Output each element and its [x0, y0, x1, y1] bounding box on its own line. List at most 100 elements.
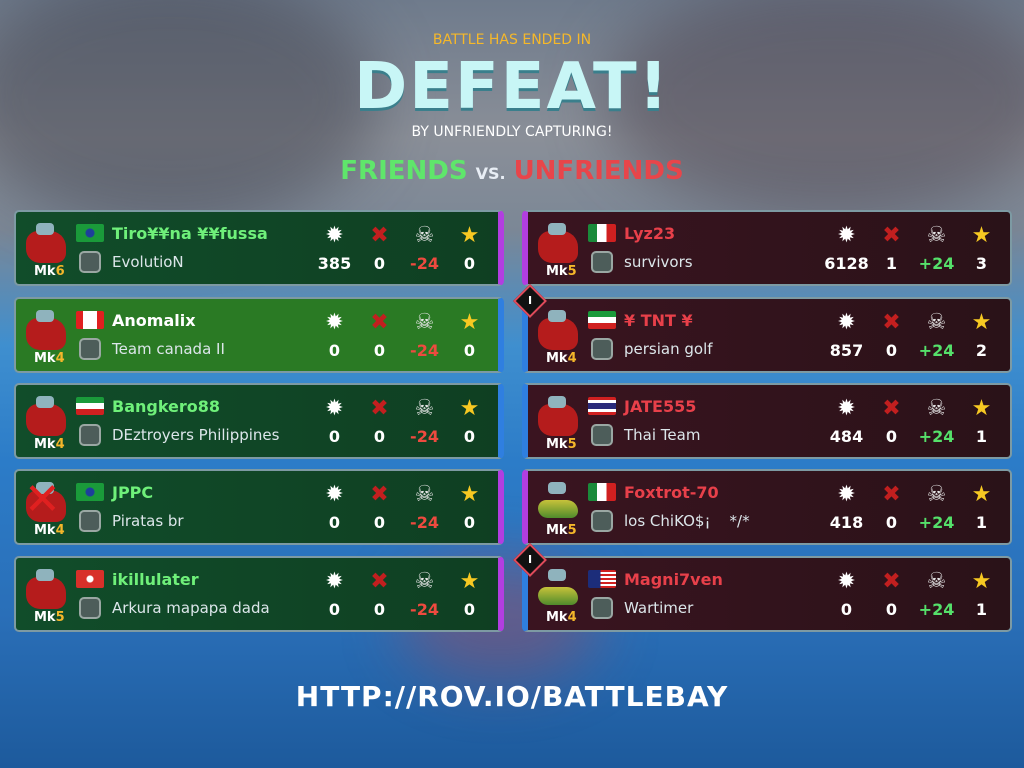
trophies-value: +24: [918, 340, 955, 360]
trophies-value: -24: [410, 599, 439, 619]
malaysia-flag-icon: [588, 570, 616, 588]
ship-turret-icon: [548, 223, 566, 235]
player-name[interactable]: ikillulater: [112, 569, 199, 589]
clan-name[interactable]: Arkura mapapa dada: [112, 598, 270, 617]
damage-value: 0: [328, 512, 341, 532]
hong-kong-flag-icon: [76, 570, 104, 588]
player-row[interactable]: ✕ Mk4 JPPC Piratas br ✹ ✖ ☠ ★ 0 0 -24 0: [14, 469, 504, 545]
stars-value: 1: [975, 426, 988, 446]
player-name[interactable]: Magni7ven: [624, 569, 723, 589]
trophies-value: -24: [410, 426, 439, 446]
player-name[interactable]: JPPC: [112, 482, 154, 502]
clan-name[interactable]: Team canada II: [112, 339, 225, 358]
player-name[interactable]: ¥ TNT ¥: [624, 310, 693, 330]
ship-hull-icon: [26, 490, 66, 522]
player-name[interactable]: JATE555: [624, 396, 697, 416]
trophies-value: +24: [918, 599, 955, 619]
damage-value: 0: [328, 599, 341, 619]
clan-name[interactable]: Wartimer: [624, 598, 694, 617]
clan-name[interactable]: persian golf: [624, 339, 713, 358]
player-row[interactable]: I Mk4 Magni7ven Wartimer ✹ ✖ ☠ ★ 0 0 +24…: [513, 543, 1012, 632]
ship-hull-icon: [26, 231, 66, 263]
player-name[interactable]: Tiro¥¥na ¥¥fussa: [112, 223, 268, 243]
sunk-ship-icon: ✖: [882, 481, 901, 507]
mk-number: 5: [567, 437, 577, 452]
sunk-ship-icon: ✖: [370, 222, 389, 248]
clan-emblem-icon: [79, 596, 101, 619]
mk-prefix: Mk: [34, 437, 56, 452]
mk-prefix: Mk: [34, 264, 56, 279]
player-name[interactable]: Bangkero88: [112, 396, 221, 416]
skull-crossbones-icon: ☠: [926, 309, 947, 335]
sunk-ship-icon: ✖: [882, 222, 901, 248]
clan-name[interactable]: EvolutioN: [112, 252, 184, 271]
mk-prefix: Mk: [546, 264, 568, 279]
star-icon: ★: [459, 222, 480, 248]
player-row[interactable]: I Mk4 ¥ TNT ¥ persian golf ✹ ✖ ☠ ★ 857 0…: [513, 284, 1012, 373]
iran-flag-icon: [588, 311, 616, 329]
stars-value: 3: [975, 253, 988, 273]
ship-avatar: Mk6: [16, 213, 76, 283]
ship-turret-icon: [36, 396, 54, 408]
ship-level: Mk4: [34, 437, 65, 452]
player-name[interactable]: Anomalix: [112, 310, 196, 330]
star-icon: ★: [459, 309, 480, 335]
mk-prefix: Mk: [34, 523, 56, 538]
result-title: DEFEAT!: [354, 50, 670, 124]
clan-name[interactable]: los ChiKO$¡ */*: [624, 511, 750, 530]
player-name[interactable]: Lyz23: [624, 223, 676, 243]
clan-name[interactable]: DEztroyers Philippines: [112, 425, 280, 444]
ship-hull-icon: [538, 500, 578, 518]
damage-value: 0: [328, 340, 341, 360]
sunk-value: 0: [373, 599, 386, 619]
background-blur: [604, 0, 1024, 220]
explosion-icon: ✹: [837, 309, 856, 335]
skull-crossbones-icon: ☠: [926, 395, 947, 421]
clan-name[interactable]: survivors: [624, 252, 693, 271]
stars-value: 0: [463, 253, 476, 273]
star-icon: ★: [459, 568, 480, 594]
explosion-icon: ✹: [837, 481, 856, 507]
star-icon: ★: [459, 481, 480, 507]
stars-value: 0: [463, 426, 476, 446]
player-row[interactable]: Mk5 Foxtrot-70 los ChiKO$¡ */* ✹ ✖ ☠ ★ 4…: [522, 469, 1012, 545]
trophies-value: -24: [410, 512, 439, 532]
damage-value: 0: [328, 426, 341, 446]
ship-avatar: Mk4: [528, 559, 588, 629]
sunk-value: 0: [885, 426, 898, 446]
player-row[interactable]: Mk5 JATE555 Thai Team ✹ ✖ ☠ ★ 484 0 +24 …: [522, 383, 1012, 459]
star-icon: ★: [971, 309, 992, 335]
trophies-value: +24: [918, 253, 955, 273]
player-row[interactable]: Mk5 ikillulater Arkura mapapa dada ✹ ✖ ☠…: [14, 556, 504, 632]
player-name[interactable]: Foxtrot-70: [624, 482, 719, 502]
player-row[interactable]: Mk4 Anomalix Team canada II ✹ ✖ ☠ ★ 0 0 …: [14, 297, 504, 373]
ship-turret-icon: [548, 396, 566, 408]
clan-emblem-icon: [79, 509, 101, 532]
mk-number: 5: [55, 610, 65, 625]
player-row[interactable]: Mk6 Tiro¥¥na ¥¥fussa EvolutioN ✹ ✖ ☠ ★ 3…: [14, 210, 504, 286]
ship-level: Mk4: [546, 351, 577, 366]
result-subtitle: BATTLE HAS ENDED IN: [432, 32, 592, 48]
star-icon: ★: [971, 395, 992, 421]
result-reason: BY UNFRIENDLY CAPTURING!: [411, 124, 613, 140]
clan-emblem-icon: [79, 423, 101, 446]
brazil-flag-icon: [76, 224, 104, 242]
player-row[interactable]: Mk4 Bangkero88 DEztroyers Philippines ✹ …: [14, 383, 504, 459]
stars-value: 1: [975, 512, 988, 532]
skull-crossbones-icon: ☠: [414, 481, 435, 507]
player-row[interactable]: Mk5 Lyz23 survivors ✹ ✖ ☠ ★ 6128 1 +24 3: [522, 210, 1012, 286]
skull-crossbones-icon: ☠: [926, 222, 947, 248]
ship-level: Mk4: [34, 523, 65, 538]
mk-prefix: Mk: [546, 610, 568, 625]
kuwait-flag-icon: [76, 397, 104, 415]
ship-hull-icon: [26, 318, 66, 350]
clan-name[interactable]: Thai Team: [624, 425, 701, 444]
clan-emblem-icon: [591, 596, 613, 619]
clan-name[interactable]: Piratas br: [112, 511, 184, 530]
mk-number: 4: [55, 351, 65, 366]
ship-avatar: ✕ Mk4: [16, 472, 76, 542]
explosion-icon: ✹: [837, 222, 856, 248]
sunk-ship-icon: ✖: [370, 568, 389, 594]
mk-prefix: Mk: [546, 437, 568, 452]
ship-hull-icon: [538, 404, 578, 436]
